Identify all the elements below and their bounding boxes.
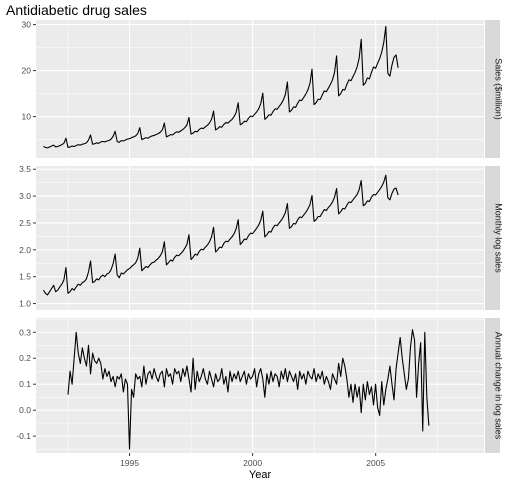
series-line [67,329,430,450]
y-tick-label: 0.3 [19,327,31,337]
series-line [43,25,399,149]
facet-strip-label: Monthly log sales [494,203,504,273]
x-axis-title: Year [249,469,272,481]
facet-strip-label: Annual change in log sales [494,332,504,440]
x-tick-label: 2000 [243,458,262,468]
facet-strip [485,166,500,310]
y-tick-label: 1.5 [19,272,31,282]
x-tick-label: 1995 [120,458,139,468]
y-tick-label: 0.0 [19,405,31,415]
y-tick-label: -0.1 [16,431,31,441]
panel-background [36,20,484,158]
facet-strip [485,318,500,453]
y-tick-label: 0.1 [19,379,31,389]
x-tick-label: 2005 [366,458,385,468]
series-line [42,174,399,296]
y-tick-label: 3.0 [19,191,31,201]
y-tick-label: 2.0 [19,245,31,255]
facet-strip [485,20,500,158]
y-tick-label: 1.0 [19,299,31,309]
panel-background [36,318,484,453]
y-tick-label: 30 [22,20,32,30]
facet-strip-label: Sales ($million) [494,58,504,120]
y-tick-label: 10 [22,112,32,122]
y-tick-label: 0.2 [19,353,31,363]
y-tick-label: 20 [22,66,32,76]
y-tick-label: 3.5 [19,164,31,174]
panel-background [36,166,484,310]
chart-title: Antidiabetic drug sales [6,2,147,18]
y-tick-label: 2.5 [19,218,31,228]
